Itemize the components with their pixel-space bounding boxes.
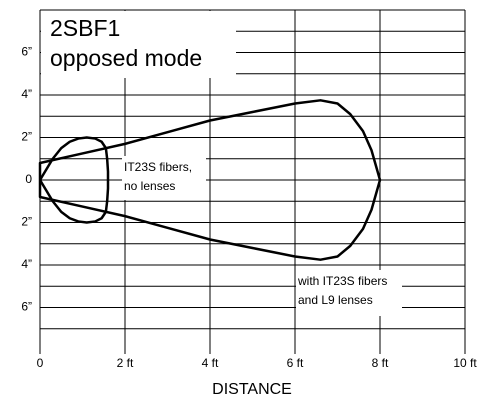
annotation-text: and L9 lenses: [298, 293, 373, 307]
beam-pattern: [38, 99, 382, 261]
y-tick-label: 4”: [21, 87, 32, 101]
title-box: [41, 11, 236, 78]
x-axis-label: DISTANCE: [212, 381, 292, 398]
marks: [38, 99, 382, 261]
y-tick-label: 2”: [21, 130, 32, 144]
chart-title: 2SBF1: [50, 15, 120, 41]
x-tick-label: 10 ft: [453, 356, 477, 370]
chart-subtitle: opposed mode: [50, 45, 202, 71]
annotation-box: [296, 270, 402, 316]
annotation-text: no lenses: [124, 179, 175, 193]
annotation-box: [122, 156, 206, 200]
y-tick-label: 0: [25, 172, 32, 186]
x-tick-label: 8 ft: [372, 356, 389, 370]
y-tick-label: 4”: [21, 257, 32, 271]
y-tick-label: 6”: [21, 300, 32, 314]
y-tick-label: 2”: [21, 215, 32, 229]
y-tick-label: 6”: [21, 45, 32, 59]
annotation-text: IT23S fibers,: [124, 160, 192, 174]
x-tick-label: 2 ft: [117, 356, 134, 370]
annotation-text: with IT23S fibers: [297, 274, 387, 288]
x-tick-label: 0: [37, 356, 44, 370]
x-tick-label: 6 ft: [287, 356, 304, 370]
overlay: 6” 4” 2” 0 2” 4” 6” 0 2 ft 4 ft 6 ft 8 ft 10 ft 2SBF1…: [21, 11, 477, 370]
beam-pattern: [38, 136, 110, 224]
x-tick-label: 4 ft: [202, 356, 219, 370]
